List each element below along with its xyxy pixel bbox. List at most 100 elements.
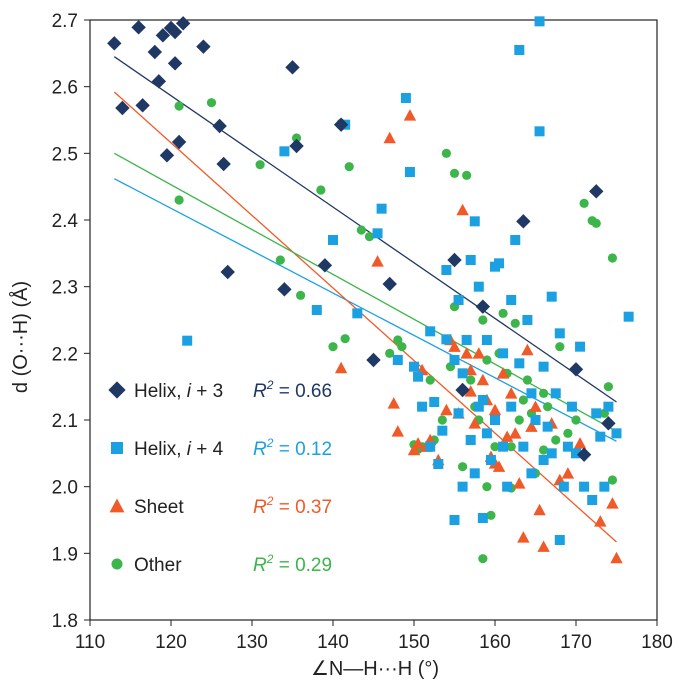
legend-marker xyxy=(111,558,123,570)
data-point xyxy=(465,255,476,265)
data-point xyxy=(425,375,435,385)
data-point xyxy=(279,146,290,157)
legend-label-text: Helix, xyxy=(134,439,187,460)
data-point xyxy=(382,276,397,292)
r-squared-exponent: 2 xyxy=(266,378,274,392)
x-tick-label: 130 xyxy=(236,632,268,653)
data-point xyxy=(385,348,395,358)
data-point xyxy=(277,282,292,297)
data-point xyxy=(425,326,436,337)
data-point xyxy=(576,447,592,462)
data-point xyxy=(573,437,587,449)
y-tick-label: 2.1 xyxy=(52,411,78,432)
data-point xyxy=(611,428,622,439)
legend-label-variable: i xyxy=(187,439,192,460)
legend-label-text: Helix, xyxy=(134,381,187,402)
r-squared-exponent: 2 xyxy=(266,552,274,566)
data-point xyxy=(490,415,500,425)
data-point xyxy=(441,265,452,275)
r-squared-value: = 0.37 xyxy=(273,497,332,518)
legend-label-text: Other xyxy=(134,555,182,576)
y-tick-labels: 1.8 1.9 2.0 2.1 2.2 2.3 2.4 2.5 2.6 2.7 xyxy=(52,11,90,632)
data-point xyxy=(107,36,122,51)
r-squared-symbol: R xyxy=(253,555,267,576)
legend-marker xyxy=(109,498,125,513)
data-point xyxy=(167,56,183,71)
data-point xyxy=(575,341,586,352)
data-point xyxy=(466,375,476,385)
data-point xyxy=(498,308,508,318)
data-point xyxy=(316,185,326,195)
r-squared-symbol: R xyxy=(253,381,267,402)
data-point xyxy=(607,253,618,263)
data-point xyxy=(522,375,533,385)
data-point xyxy=(461,335,472,345)
data-point xyxy=(599,481,610,492)
data-point xyxy=(542,421,553,432)
x-axis-title: ∠N—H···H (°) xyxy=(311,658,439,680)
data-point xyxy=(216,156,231,172)
trend-line xyxy=(113,91,617,543)
data-point xyxy=(526,468,537,479)
data-point xyxy=(366,352,381,368)
data-point xyxy=(538,455,549,465)
data-point xyxy=(591,218,601,228)
data-point xyxy=(506,401,517,412)
data-point xyxy=(182,335,193,346)
data-point xyxy=(477,395,488,405)
data-point xyxy=(490,442,500,452)
data-point xyxy=(539,445,549,455)
r-squared-symbol: R xyxy=(253,439,267,460)
data-point xyxy=(448,340,461,352)
data-point xyxy=(486,510,496,520)
data-point xyxy=(159,148,175,163)
data-point xyxy=(579,198,589,208)
data-point xyxy=(340,334,350,344)
y-tick-label: 1.8 xyxy=(52,611,78,632)
data-point xyxy=(174,101,184,111)
data-point xyxy=(551,435,561,445)
data-point xyxy=(518,441,529,452)
data-point xyxy=(468,417,481,429)
legend-label-offset: + 3 xyxy=(191,381,223,402)
data-point xyxy=(469,468,480,479)
data-point xyxy=(607,475,618,485)
x-tick-label: 150 xyxy=(398,632,430,653)
data-point xyxy=(478,554,488,564)
data-point xyxy=(494,258,505,269)
data-point xyxy=(558,481,569,492)
data-point xyxy=(206,98,217,108)
data-point xyxy=(514,358,525,369)
data-point xyxy=(457,481,468,492)
data-point xyxy=(453,295,464,305)
data-points xyxy=(107,16,634,564)
data-point xyxy=(151,74,167,89)
data-point xyxy=(447,252,462,268)
data-point xyxy=(403,109,417,121)
data-point xyxy=(291,133,302,143)
data-point xyxy=(465,435,476,445)
data-point xyxy=(462,170,472,180)
data-point xyxy=(498,441,509,452)
data-point xyxy=(473,401,484,412)
data-point xyxy=(456,203,469,216)
data-point xyxy=(482,355,492,365)
y-tick-label: 2.4 xyxy=(52,211,79,232)
data-point xyxy=(289,138,304,154)
data-point xyxy=(175,16,191,31)
data-point xyxy=(529,400,542,412)
data-point xyxy=(579,481,590,492)
x-tick-label: 180 xyxy=(641,632,673,653)
x-tick-label: 120 xyxy=(155,632,187,653)
data-point xyxy=(328,342,338,352)
data-point xyxy=(568,362,584,377)
data-point xyxy=(591,408,602,419)
data-point xyxy=(606,497,619,509)
data-point xyxy=(397,342,407,352)
r-squared-label: R2 = 0.29 xyxy=(253,552,332,576)
data-point xyxy=(561,467,575,479)
data-point xyxy=(525,420,538,432)
data-point xyxy=(163,20,179,36)
data-point xyxy=(364,232,375,242)
legend-marker xyxy=(111,442,123,454)
